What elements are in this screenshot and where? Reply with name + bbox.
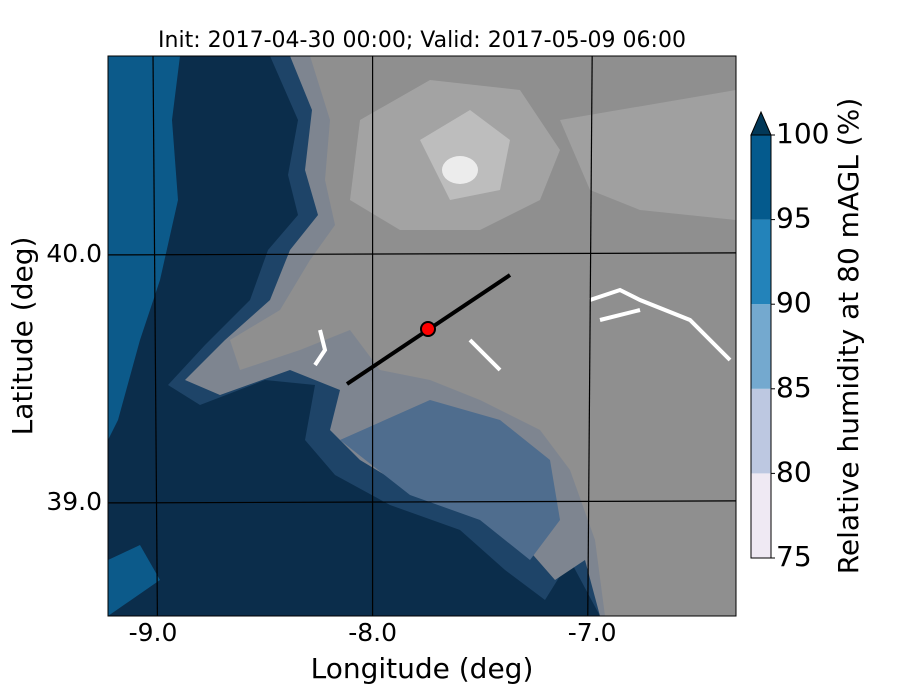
sea-band [108, 56, 180, 440]
grid-line [587, 56, 593, 616]
river [313, 287, 732, 372]
sea-band [108, 545, 160, 616]
colorbar-segment [751, 388, 771, 474]
y-axis-label: Latitude (deg) [6, 237, 39, 436]
colorbar-tick-label: 75 [776, 540, 812, 573]
colorbar-label: Relative humidity at 80 mAGL (%) [832, 98, 865, 575]
grid-line [152, 56, 158, 616]
colorbar-segment [751, 135, 771, 220]
colorbar-segment [751, 473, 771, 558]
highland [560, 90, 736, 220]
colorbar: 75 80 85 90 95 100 [750, 110, 829, 573]
colorbar-tick-label: 100 [776, 117, 829, 150]
colorbar-extend [750, 110, 772, 136]
x-axis-label: Longitude (deg) [311, 652, 534, 685]
grid [108, 56, 736, 616]
y-tick-label: 39.0 [46, 487, 102, 516]
peak [442, 156, 478, 184]
grid-line [108, 500, 736, 504]
plot-frame [107, 55, 737, 617]
colorbar-tick-label: 85 [776, 371, 812, 404]
x-tick-label: -7.0 [568, 618, 617, 647]
x-tick-label: -9.0 [129, 618, 178, 647]
colorbar-tick-label: 95 [776, 202, 812, 235]
y-tick-label: 40.0 [46, 239, 102, 268]
highland [420, 110, 510, 200]
colorbar-segment [751, 219, 771, 305]
map-field [108, 56, 736, 616]
colorbar-frame [750, 134, 772, 559]
colorbar-tick-label: 90 [776, 286, 812, 319]
grid-line [108, 252, 736, 256]
colorbar-segment [751, 304, 771, 389]
title: Init: 2017-04-30 00:00; Valid: 2017-05-0… [158, 28, 686, 53]
site-marker [420, 321, 436, 337]
colorbar-tick-label: 80 [776, 455, 812, 488]
x-tick-label: -8.0 [348, 618, 397, 647]
moist-valley [340, 400, 560, 560]
